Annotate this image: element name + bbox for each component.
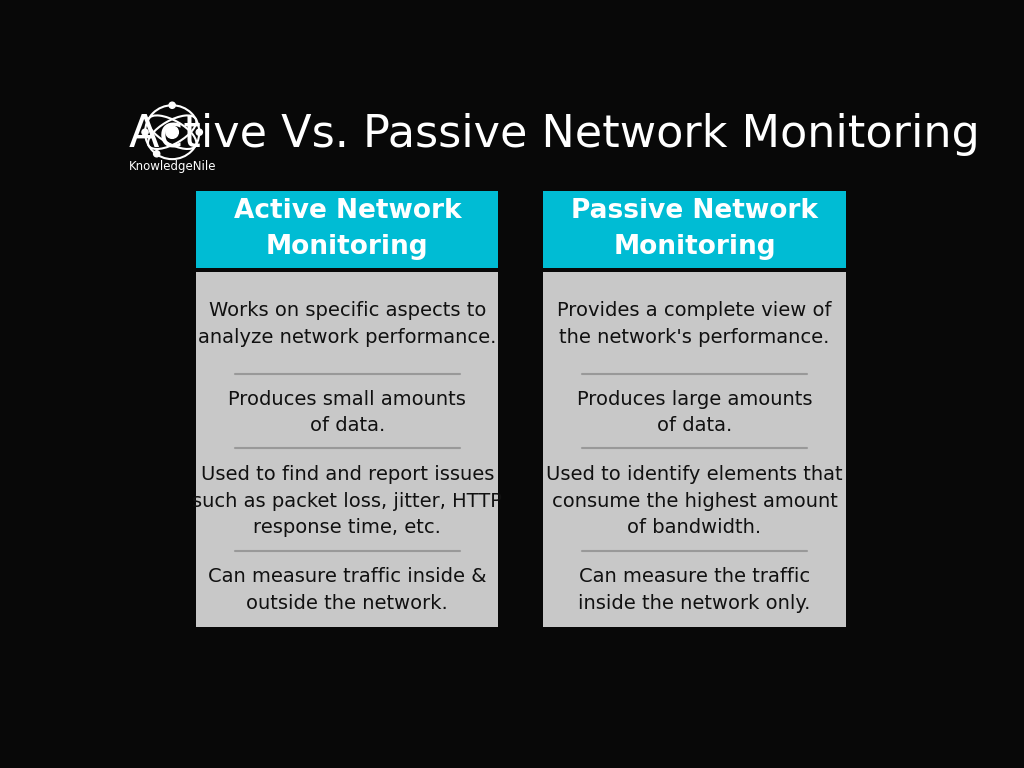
- Text: Used to find and report issues
such as packet loss, jitter, HTTP
response time, : Used to find and report issues such as p…: [193, 465, 502, 538]
- Circle shape: [169, 102, 175, 108]
- Circle shape: [142, 129, 148, 135]
- FancyBboxPatch shape: [197, 273, 499, 627]
- FancyBboxPatch shape: [544, 190, 846, 268]
- FancyBboxPatch shape: [544, 273, 846, 627]
- Text: Works on specific aspects to
analyze network performance.: Works on specific aspects to analyze net…: [198, 301, 497, 347]
- Text: KnowledgeNile: KnowledgeNile: [128, 161, 216, 174]
- Circle shape: [154, 151, 160, 157]
- FancyBboxPatch shape: [197, 190, 499, 268]
- Text: Can measure the traffic
inside the network only.: Can measure the traffic inside the netwo…: [579, 567, 811, 613]
- Text: Active Network
Monitoring: Active Network Monitoring: [233, 198, 461, 260]
- Text: Active Vs. Passive Network Monitoring: Active Vs. Passive Network Monitoring: [129, 113, 980, 156]
- Text: Used to identify elements that
consume the highest amount
of bandwidth.: Used to identify elements that consume t…: [546, 465, 843, 538]
- Text: Can measure traffic inside &
outside the network.: Can measure traffic inside & outside the…: [208, 567, 486, 613]
- Text: Produces small amounts
of data.: Produces small amounts of data.: [228, 390, 466, 435]
- Text: Passive Network
Monitoring: Passive Network Monitoring: [571, 198, 818, 260]
- Circle shape: [166, 126, 178, 138]
- Text: Produces large amounts
of data.: Produces large amounts of data.: [577, 390, 812, 435]
- Text: Provides a complete view of
the network's performance.: Provides a complete view of the network'…: [557, 301, 831, 347]
- Circle shape: [197, 129, 203, 135]
